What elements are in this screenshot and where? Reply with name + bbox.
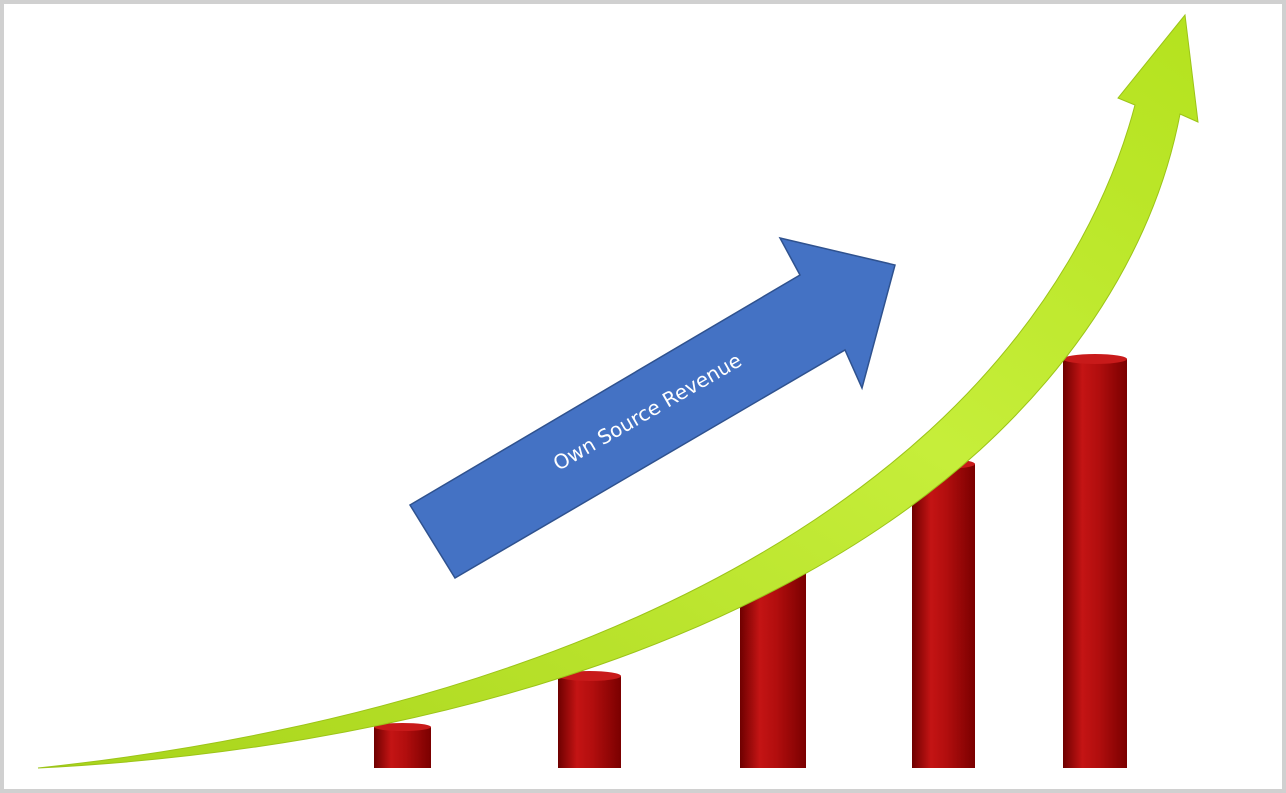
cylinder (558, 676, 621, 768)
cylinder-top (1063, 354, 1127, 364)
cylinder (1063, 359, 1127, 768)
cylinder-top (374, 723, 431, 731)
cylinder (374, 727, 431, 768)
growth-arrow (37, 13, 1199, 769)
cylinder (912, 464, 975, 768)
label-arrow (408, 236, 896, 580)
